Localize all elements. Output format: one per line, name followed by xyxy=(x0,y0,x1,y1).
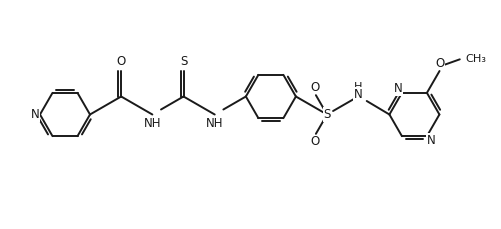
Text: NH: NH xyxy=(206,117,223,130)
Text: N: N xyxy=(31,108,40,121)
Text: S: S xyxy=(180,55,187,68)
Text: O: O xyxy=(310,81,320,94)
Text: CH₃: CH₃ xyxy=(466,54,487,64)
Text: NH: NH xyxy=(144,117,161,130)
Text: S: S xyxy=(323,108,331,121)
Text: O: O xyxy=(117,55,126,68)
Text: H: H xyxy=(354,82,363,92)
Text: O: O xyxy=(310,135,320,148)
Text: N: N xyxy=(426,134,435,147)
Text: O: O xyxy=(435,57,444,70)
Text: N: N xyxy=(354,88,363,101)
Text: N: N xyxy=(394,82,402,95)
